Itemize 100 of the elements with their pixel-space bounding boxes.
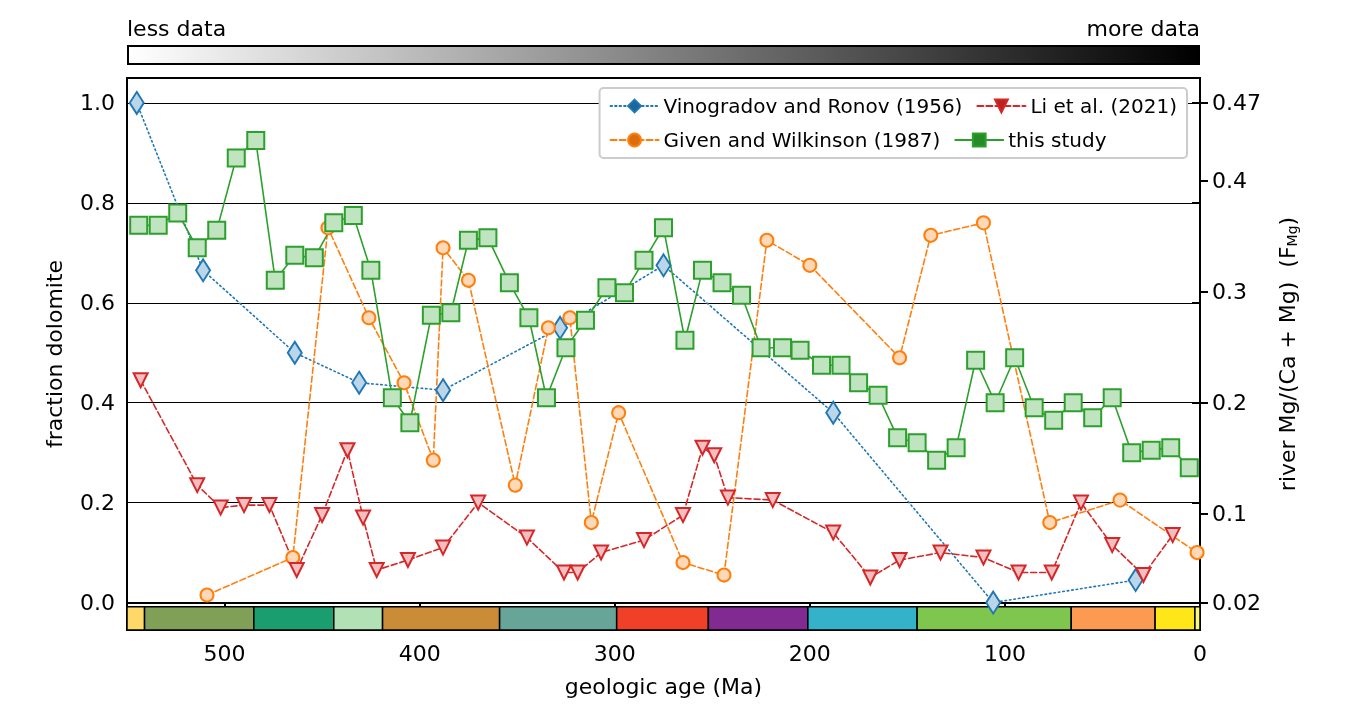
point (812, 355, 832, 375)
y2-tick-label: 0.47 (1212, 90, 1261, 116)
point (975, 549, 992, 566)
x-tick-label: 100 (983, 640, 1026, 666)
point (892, 350, 908, 366)
point (1042, 515, 1058, 531)
point (207, 220, 227, 240)
point (556, 564, 572, 581)
point (923, 227, 939, 243)
point (891, 552, 908, 569)
point (1141, 440, 1161, 460)
point (614, 283, 634, 303)
point (868, 385, 888, 405)
point (382, 388, 402, 408)
point (435, 539, 452, 556)
point (168, 203, 188, 223)
x-tick-label: 400 (398, 640, 441, 666)
point (314, 507, 331, 524)
y2-axis-title: river Mg/(Ca + Mg) (FMg) (1274, 216, 1300, 492)
point (1161, 438, 1181, 458)
y-tick-label: 0.0 (80, 590, 115, 616)
point (361, 260, 381, 280)
point (825, 524, 842, 541)
point (719, 489, 736, 506)
point (694, 439, 711, 456)
point (1044, 410, 1064, 430)
point (1005, 348, 1025, 368)
point (732, 285, 752, 305)
point (1102, 388, 1122, 408)
y2-tick-label: 0.2 (1212, 390, 1247, 416)
point (1189, 545, 1205, 561)
point (1164, 527, 1181, 544)
point (597, 278, 617, 298)
x-tick-label: 300 (593, 640, 636, 666)
y2-tick-label: 0.1 (1212, 501, 1247, 526)
legend-label: this study (1008, 128, 1107, 152)
point (888, 428, 908, 448)
point (927, 450, 947, 470)
point (635, 532, 652, 549)
point (932, 544, 949, 561)
point (187, 238, 207, 258)
point (396, 375, 412, 391)
point (946, 438, 966, 458)
point (236, 497, 253, 514)
point (862, 569, 879, 586)
point (562, 310, 578, 326)
y-tick-label: 0.6 (80, 290, 115, 316)
point (975, 215, 991, 231)
point (343, 205, 363, 225)
point (583, 515, 599, 531)
point (261, 497, 278, 514)
point (675, 555, 691, 571)
point (1024, 398, 1044, 418)
x-axis-title: geologic age (Ma) (564, 673, 763, 699)
point (966, 350, 986, 370)
point (831, 355, 851, 375)
point (226, 148, 246, 168)
point (716, 567, 732, 583)
point (355, 509, 372, 526)
point (507, 477, 523, 493)
point (519, 308, 539, 328)
x-tick-label: 500 (203, 640, 246, 666)
point (285, 245, 305, 265)
y2-tick-label: 0.4 (1212, 168, 1247, 194)
point (421, 305, 441, 325)
point (1043, 564, 1060, 581)
point (304, 248, 324, 268)
legend-label: Vinogradov and Ronov (1956) (663, 94, 963, 118)
point (1010, 564, 1027, 581)
point (265, 270, 285, 290)
y-tick-label: 0.8 (80, 190, 115, 216)
point (212, 499, 229, 516)
point (536, 388, 556, 408)
point (441, 303, 461, 323)
point (478, 228, 498, 248)
y2-tick-label: 0.02 (1212, 589, 1261, 615)
point (556, 338, 576, 358)
point (802, 257, 818, 273)
point (324, 213, 344, 233)
point (1112, 492, 1128, 508)
legend-label: Given and Wilkinson (1987) (663, 128, 941, 152)
point (246, 130, 266, 150)
point (849, 373, 869, 393)
point (1179, 458, 1199, 478)
point (1122, 443, 1142, 463)
point (1072, 494, 1089, 511)
point (751, 338, 771, 358)
x-tick-label: 200 (788, 640, 831, 666)
point (1104, 537, 1121, 554)
point (400, 413, 420, 433)
point (499, 273, 519, 293)
point (773, 338, 793, 358)
point (712, 273, 732, 293)
point (634, 250, 654, 270)
point (759, 232, 775, 248)
point (540, 320, 556, 336)
legend-label: Li et al. (2021) (1030, 94, 1177, 118)
point (132, 372, 149, 389)
point (189, 477, 206, 494)
point (654, 218, 673, 238)
